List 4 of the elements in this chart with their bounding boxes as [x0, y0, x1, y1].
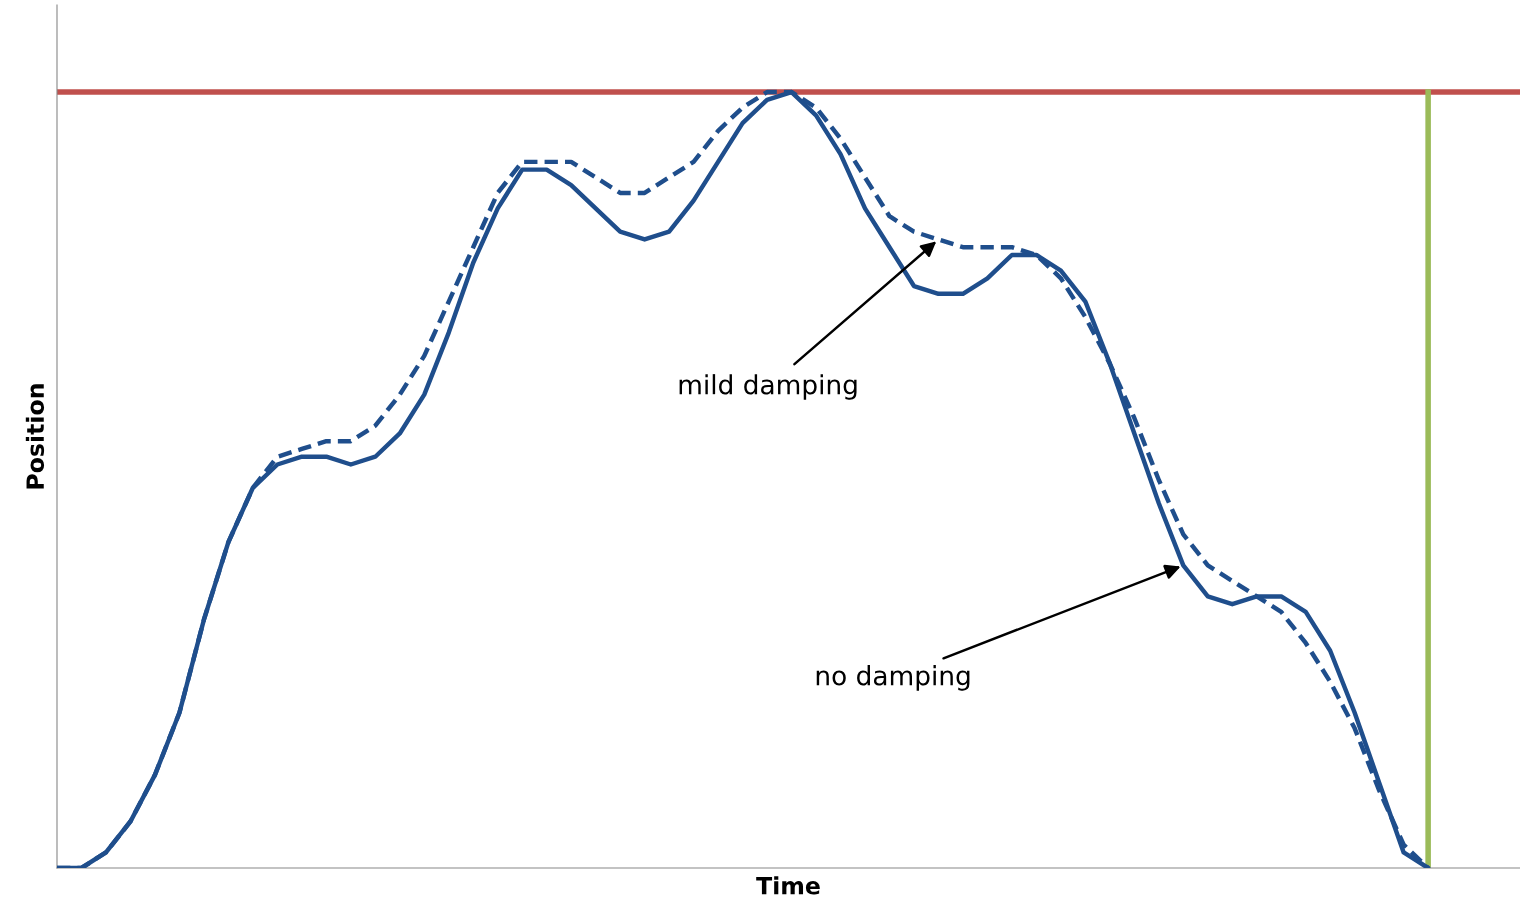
annotation: mild damping	[679, 374, 857, 400]
x-axis-title: Time	[756, 876, 820, 895]
y-axis-title: Position	[25, 384, 45, 489]
annotation: no damping	[816, 665, 970, 691]
